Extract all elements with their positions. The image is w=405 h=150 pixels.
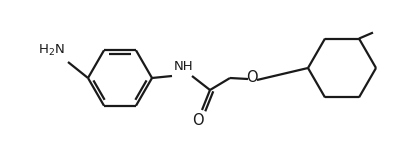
Text: H$_2$N: H$_2$N [38, 43, 65, 58]
Text: O: O [192, 113, 204, 128]
Text: NH: NH [174, 60, 194, 73]
Text: O: O [246, 70, 258, 86]
